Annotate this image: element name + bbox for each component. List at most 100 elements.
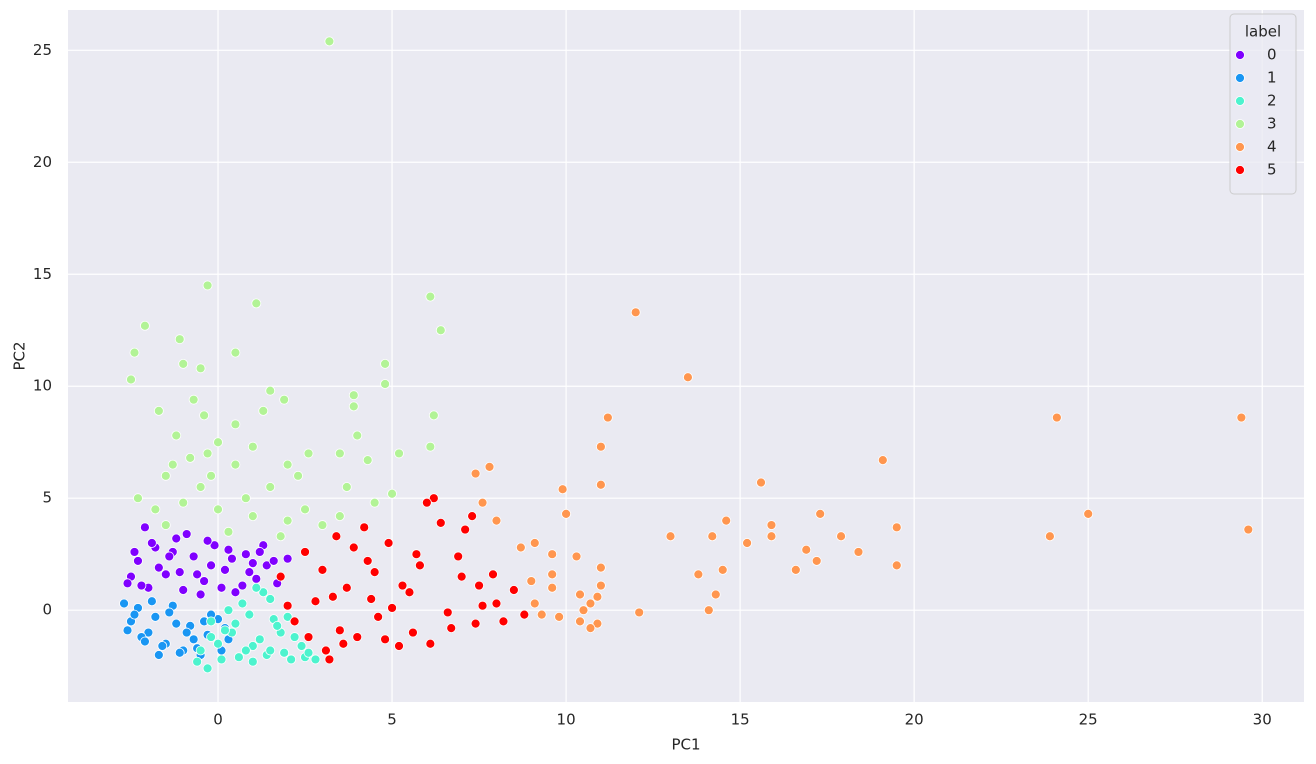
y-axis-label: PC2 — [11, 341, 29, 370]
point — [230, 587, 241, 598]
point — [282, 515, 293, 526]
point — [602, 412, 613, 423]
legend-title: label — [1245, 23, 1281, 41]
point — [230, 419, 241, 430]
point — [536, 609, 547, 620]
point — [373, 611, 384, 622]
point — [119, 598, 129, 609]
point — [853, 547, 864, 557]
point — [387, 603, 397, 613]
point — [592, 618, 603, 629]
point — [160, 520, 171, 530]
point — [362, 455, 373, 466]
point — [477, 497, 488, 508]
point — [324, 36, 335, 47]
point — [334, 625, 345, 636]
point — [421, 497, 432, 508]
point — [202, 535, 213, 546]
point — [790, 564, 801, 575]
legend-marker — [1235, 119, 1245, 129]
point — [213, 638, 223, 649]
point — [366, 594, 377, 604]
point — [595, 580, 606, 591]
point — [561, 508, 571, 519]
point — [192, 569, 203, 580]
point — [348, 542, 359, 553]
point — [547, 549, 558, 560]
point — [327, 591, 338, 602]
point — [1236, 412, 1247, 423]
point — [146, 538, 157, 548]
point — [247, 558, 258, 569]
point — [324, 654, 335, 665]
point — [223, 544, 234, 555]
point — [178, 358, 189, 369]
point — [557, 484, 568, 495]
point — [310, 654, 321, 665]
point — [223, 526, 234, 537]
point — [244, 567, 255, 578]
point — [331, 531, 342, 542]
point — [164, 551, 175, 562]
point — [126, 374, 136, 385]
point — [240, 549, 251, 560]
point — [293, 470, 303, 481]
point — [341, 582, 352, 593]
point — [630, 307, 641, 318]
point — [508, 585, 519, 595]
point — [470, 618, 481, 629]
point — [247, 441, 258, 452]
point — [140, 320, 150, 331]
point — [460, 524, 471, 535]
point — [721, 515, 732, 526]
point — [338, 638, 349, 649]
legend-marker — [1235, 165, 1245, 175]
point — [1243, 524, 1254, 535]
point — [703, 605, 714, 616]
point — [265, 594, 276, 604]
point — [334, 511, 345, 522]
point — [425, 441, 436, 452]
legend-marker — [1235, 50, 1245, 60]
point — [157, 641, 168, 651]
point — [334, 448, 345, 459]
point — [362, 556, 373, 566]
point — [171, 618, 182, 629]
point — [801, 544, 812, 555]
y-tick-label: 10 — [33, 377, 52, 395]
point — [160, 569, 171, 580]
point — [195, 589, 206, 600]
point — [185, 452, 196, 463]
point — [240, 493, 251, 504]
point — [258, 587, 269, 598]
point — [237, 598, 248, 609]
point — [428, 410, 439, 421]
point — [279, 647, 290, 658]
point — [167, 459, 178, 470]
point — [160, 470, 171, 481]
point — [300, 504, 310, 515]
point — [1051, 412, 1062, 423]
point — [223, 605, 234, 616]
point — [484, 461, 495, 472]
point — [227, 553, 237, 564]
point — [129, 609, 140, 620]
x-tick-label: 25 — [1079, 711, 1098, 729]
point — [195, 363, 206, 374]
point — [756, 477, 766, 488]
point — [265, 645, 276, 656]
point — [425, 638, 436, 649]
point — [369, 567, 380, 578]
point — [352, 430, 363, 441]
point — [140, 636, 150, 647]
legend-box — [1229, 13, 1297, 195]
point — [707, 531, 718, 542]
point — [282, 600, 293, 611]
point — [456, 571, 467, 582]
x-axis-label: PC1 — [671, 736, 700, 754]
legend-label: 4 — [1267, 138, 1277, 156]
point — [286, 654, 297, 665]
y-tick-label: 0 — [42, 601, 52, 619]
point — [575, 589, 585, 600]
legend-label: 1 — [1267, 69, 1277, 87]
